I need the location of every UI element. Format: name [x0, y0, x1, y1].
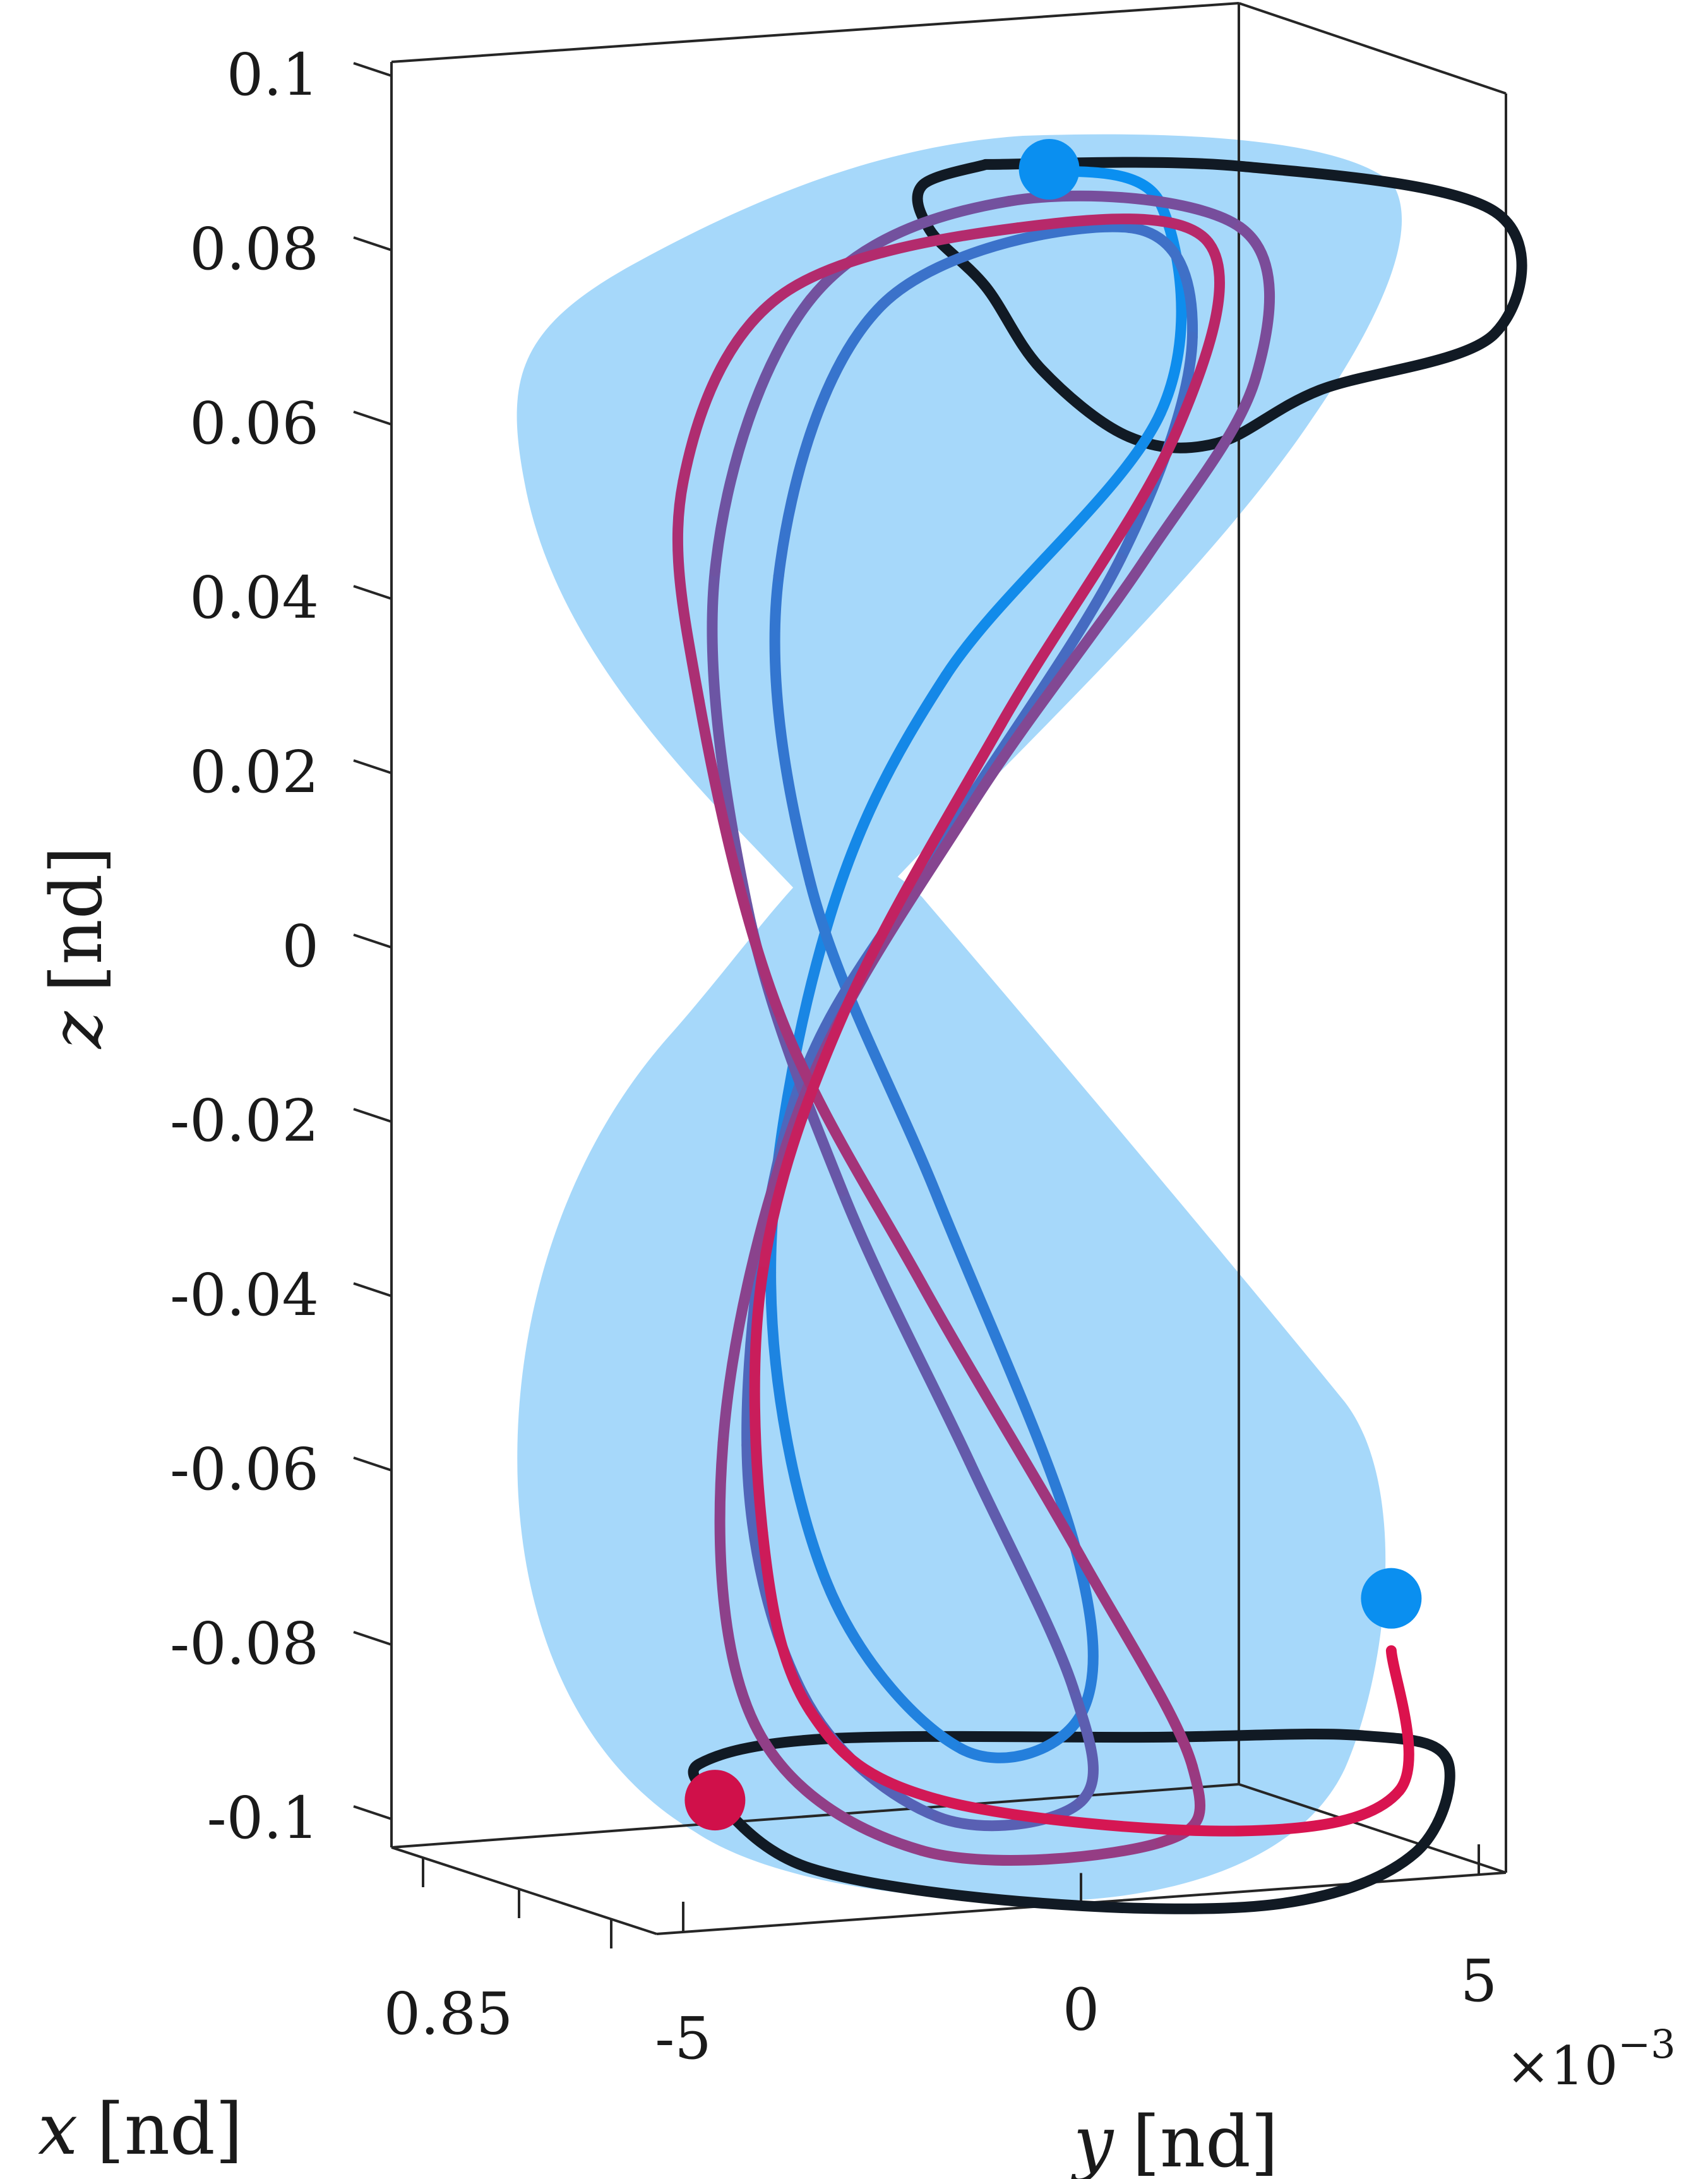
trajectory-segment — [1123, 222, 1198, 342]
z-tick-mark — [353, 759, 392, 774]
trajectory-segment — [757, 1528, 816, 1717]
trajectory-segment — [932, 1796, 1087, 1832]
z-tick-label: -0.06 — [170, 1436, 319, 1503]
x-axis-label: x [nd] — [38, 2089, 242, 2171]
trajectory-segment — [1067, 1534, 1099, 1720]
trajectory-segment — [1171, 237, 1225, 437]
trajectory-segment — [749, 1266, 768, 1539]
trajectory-segment — [876, 221, 1135, 311]
trajectory-segment — [1234, 1785, 1405, 1837]
trajectory-segment — [805, 878, 943, 1204]
trajectory-segment — [805, 195, 1015, 305]
x-axis-line — [391, 1846, 657, 1935]
z-tick-mark — [353, 1805, 392, 1820]
z-tick-mark — [353, 1108, 392, 1123]
orbit-surface — [517, 134, 1402, 1901]
trajectory-segment — [1139, 371, 1262, 566]
z-tick-mark — [353, 585, 392, 600]
trajectory-segment — [821, 1576, 967, 1755]
z-tick-label: 0.1 — [227, 41, 319, 109]
y-ticks: -5 0 5 — [655, 1844, 1497, 2072]
trajectory-segment — [932, 1192, 1078, 1545]
y-tick-label: 0 — [1063, 1976, 1100, 2044]
z-tick-mark — [353, 236, 392, 251]
trajectory-segment — [672, 476, 705, 706]
trajectory-segment — [773, 299, 888, 582]
y-tick-label: 5 — [1460, 1947, 1498, 2015]
y-axis-var: y — [1070, 2101, 1114, 2179]
end-marker — [684, 1770, 746, 1831]
trajectory-segment — [916, 1837, 1166, 1866]
z-tick-label: 0.08 — [189, 215, 319, 283]
z-tick-mark — [353, 411, 392, 426]
y-tick-label: -5 — [655, 2005, 712, 2072]
trajectory-segment — [916, 1278, 1087, 1563]
trajectory-segment — [769, 570, 816, 889]
z-axis-unit: [nd] — [36, 846, 118, 992]
box-edge — [1238, 2, 1507, 95]
z-tick-mark — [353, 1282, 392, 1297]
trajectory-segment — [1385, 1645, 1414, 1796]
y-axis-multiplier: ×10−3 — [1506, 2021, 1676, 2097]
trajectory-segment — [821, 670, 952, 934]
trajectory-segment — [1234, 222, 1275, 382]
trajectory-segment — [837, 1186, 976, 1468]
orbit-markers — [684, 139, 1422, 1831]
trajectory-segment — [805, 1706, 943, 1805]
z-tick-label: 0.06 — [189, 390, 319, 457]
z-tick-mark — [353, 933, 392, 949]
z-tick-label: -0.1 — [207, 1784, 319, 1852]
box-edge — [1238, 1783, 1507, 1874]
z-tick-label: -0.08 — [170, 1610, 319, 1678]
x-axis-var: x — [38, 2089, 78, 2171]
trajectory-segment — [678, 291, 784, 487]
trajectory-segment — [996, 426, 1182, 729]
trajectory-segment — [749, 1719, 928, 1856]
y-axis-label: y [nd] — [1070, 2101, 1279, 2179]
trajectory-segment — [837, 718, 1007, 1022]
x-axis-unit: [nd] — [97, 2089, 242, 2171]
trajectory-segment — [773, 222, 1023, 303]
box-edge — [391, 1783, 1239, 1849]
trajectory-segment — [773, 1006, 928, 1290]
trajectory-segment — [709, 294, 816, 577]
trajectory-segment — [1155, 1761, 1206, 1848]
trajectory-segment — [757, 1011, 848, 1278]
trajectory-segment — [956, 1708, 1087, 1763]
y-axis-multiplier-base: ×10 — [1506, 2035, 1618, 2097]
trajectory-segment — [940, 407, 1166, 681]
trajectory-segment — [765, 1267, 832, 1588]
y-axis-multiplier-exp: −3 — [1618, 2021, 1675, 2067]
trajectory-segment — [693, 695, 784, 1017]
z-tick-label: 0.02 — [189, 738, 319, 806]
z-tick-mark — [353, 1631, 392, 1646]
trajectory-segment — [1012, 213, 1214, 248]
start-marker — [1018, 139, 1080, 200]
z-tick-mark — [353, 1456, 392, 1472]
trajectory-segment — [1067, 1682, 1099, 1807]
z-tick-label: 0.04 — [189, 564, 319, 632]
z-axis-var: z — [36, 1011, 118, 1050]
z-tick-label: -0.02 — [170, 1087, 319, 1155]
start-marker — [1361, 1568, 1422, 1629]
trajectory-segment — [932, 1794, 1246, 1837]
trajectory-segment — [717, 1095, 808, 1449]
box-edge — [391, 2, 1239, 63]
y-axis-unit: [nd] — [1132, 2101, 1278, 2179]
trajectory-segment — [714, 1438, 760, 1731]
z-ticks: 0.1 0.08 0.06 0.04 0.02 0 -0.02 -0.04 -0.06 -0.08… — [170, 41, 392, 1852]
x-ticks — [422, 1858, 612, 1948]
z-axis-label: z [nd] — [36, 846, 118, 1050]
z-tick-mark — [353, 62, 392, 77]
boundary-orbit-upper-loop — [912, 157, 1527, 453]
z-tick-label: 0 — [282, 913, 319, 980]
trajectory-segment — [964, 555, 1150, 814]
trajectory-segment — [964, 1456, 1078, 1693]
x-tick-label: 0.85 — [384, 1980, 513, 2048]
trajectory-segment — [1075, 1552, 1198, 1772]
orbit-curves — [672, 157, 1527, 1914]
z-tick-label: -0.04 — [170, 1261, 319, 1329]
